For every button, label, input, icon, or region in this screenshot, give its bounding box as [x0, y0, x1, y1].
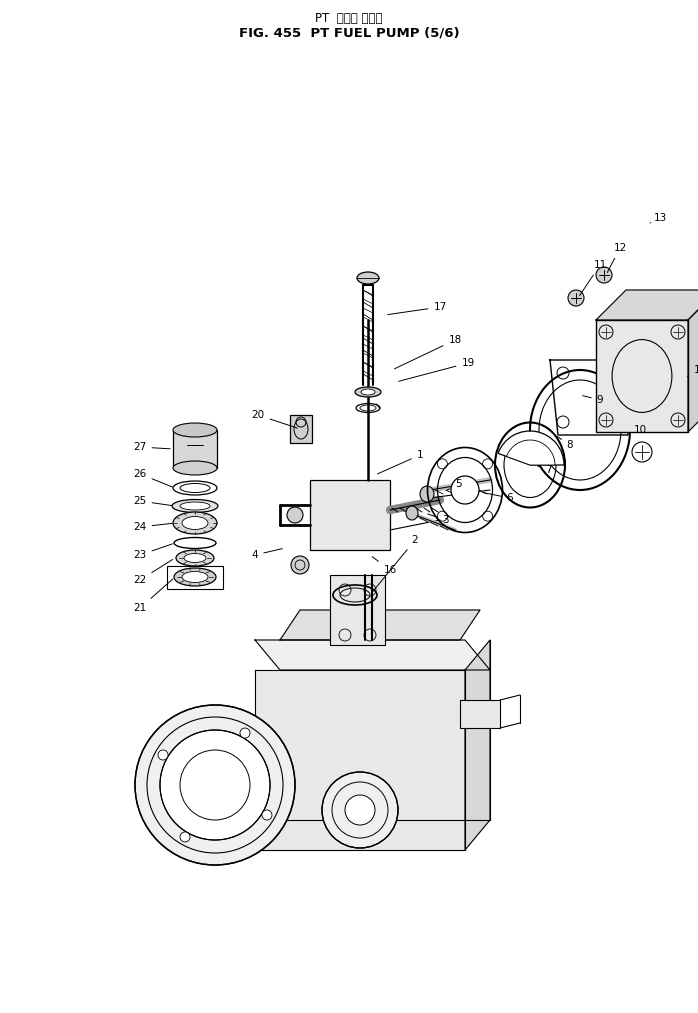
Ellipse shape: [180, 502, 210, 510]
Circle shape: [240, 728, 250, 738]
Text: 16: 16: [372, 557, 396, 575]
Text: FIG. 455  PT FUEL PUMP (5/6): FIG. 455 PT FUEL PUMP (5/6): [239, 26, 459, 38]
Text: 9: 9: [583, 395, 603, 405]
Bar: [167, 566, 223, 589]
Ellipse shape: [173, 461, 217, 475]
Circle shape: [180, 832, 190, 842]
Text: 4: 4: [252, 549, 282, 560]
Ellipse shape: [182, 571, 208, 582]
Bar: [460, 700, 500, 728]
Ellipse shape: [182, 517, 208, 530]
Bar: [330, 575, 385, 645]
Text: PT  フェル ポンプ: PT フェル ポンプ: [315, 12, 383, 25]
Text: 8: 8: [557, 437, 573, 450]
Circle shape: [596, 267, 612, 283]
Ellipse shape: [355, 387, 381, 397]
Text: 24: 24: [133, 522, 172, 532]
Ellipse shape: [173, 423, 217, 437]
Text: 26: 26: [133, 469, 172, 487]
Polygon shape: [550, 360, 628, 435]
Text: 1: 1: [378, 450, 423, 474]
Text: 12: 12: [607, 243, 627, 272]
Text: 22: 22: [133, 559, 172, 585]
Circle shape: [322, 772, 398, 848]
Text: 18: 18: [394, 335, 461, 369]
Ellipse shape: [173, 512, 217, 534]
Circle shape: [160, 730, 270, 840]
Wedge shape: [507, 440, 555, 465]
Bar: [173, 430, 217, 468]
Polygon shape: [596, 290, 698, 320]
Text: 25: 25: [133, 496, 172, 506]
Ellipse shape: [361, 389, 375, 395]
Ellipse shape: [172, 499, 218, 513]
Polygon shape: [255, 640, 490, 670]
Polygon shape: [280, 610, 480, 640]
Circle shape: [291, 556, 309, 574]
Ellipse shape: [406, 506, 418, 520]
Text: 6: 6: [483, 492, 513, 503]
Ellipse shape: [420, 486, 434, 502]
Circle shape: [158, 750, 168, 760]
Circle shape: [345, 795, 375, 825]
Text: 15: 15: [688, 365, 698, 377]
Text: 3: 3: [428, 514, 448, 525]
Circle shape: [135, 705, 295, 865]
Text: 23: 23: [133, 544, 172, 560]
Text: 5: 5: [447, 479, 461, 490]
Bar: [596, 320, 688, 432]
Text: 10: 10: [634, 425, 646, 435]
Text: 19: 19: [399, 358, 475, 381]
Ellipse shape: [174, 568, 216, 586]
Bar: [290, 415, 312, 443]
Wedge shape: [498, 431, 564, 465]
Text: 21: 21: [133, 578, 173, 613]
Circle shape: [262, 810, 272, 820]
Polygon shape: [688, 290, 698, 432]
Bar: [310, 480, 390, 550]
Text: 7: 7: [537, 465, 551, 475]
Polygon shape: [465, 640, 490, 850]
Ellipse shape: [184, 553, 206, 562]
Text: 20: 20: [251, 410, 297, 428]
Circle shape: [287, 506, 303, 523]
Text: 2: 2: [372, 535, 418, 593]
Ellipse shape: [176, 550, 214, 566]
Ellipse shape: [451, 476, 479, 504]
Polygon shape: [255, 670, 465, 850]
Text: 11: 11: [579, 260, 607, 296]
Ellipse shape: [357, 272, 379, 284]
Text: 17: 17: [388, 302, 447, 315]
Circle shape: [568, 290, 584, 306]
Text: 27: 27: [133, 442, 170, 452]
Text: 13: 13: [650, 213, 667, 223]
